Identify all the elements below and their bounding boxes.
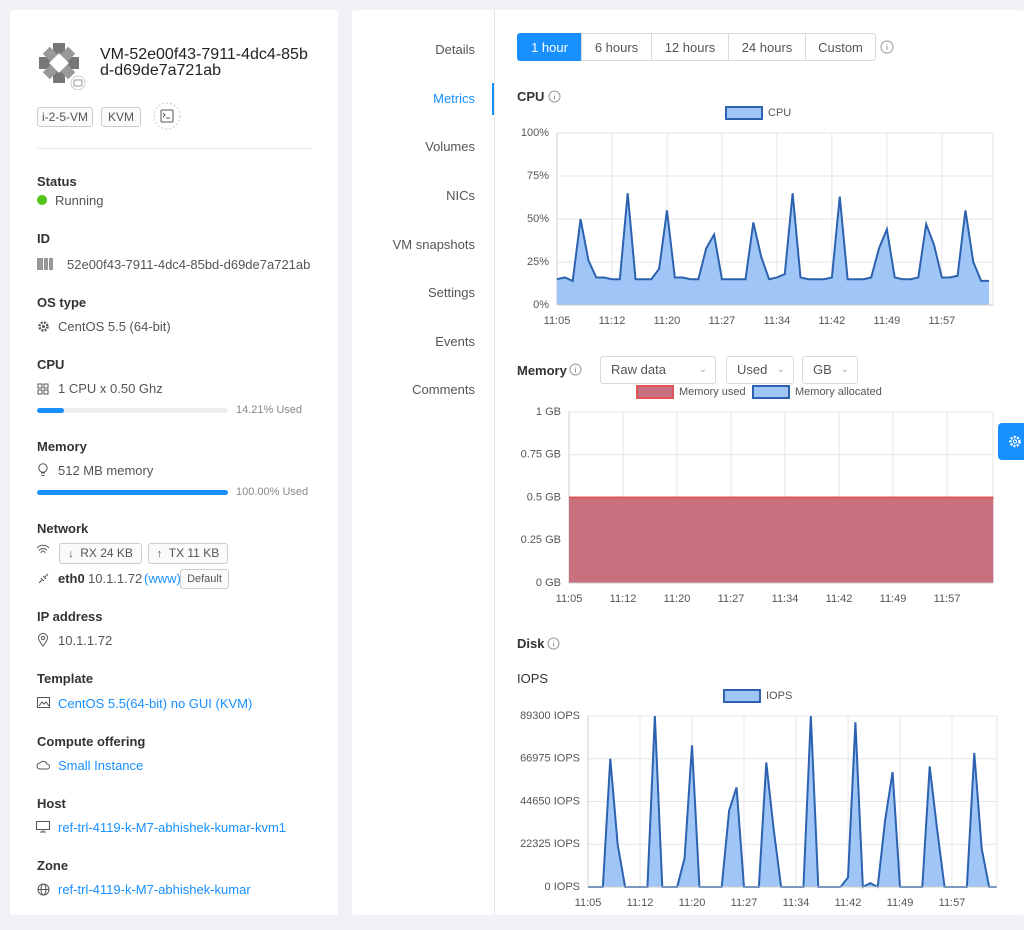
field-label: ID [37,231,50,246]
info-card [10,10,338,915]
vm-name: VM-52e00f43-7911-4dc4-85bd-d69de7a721ab [100,46,308,79]
nic-ip: 10.1.1.72 [88,571,143,586]
chart-subtitle: IOPS [517,671,549,686]
progress-label: 100.00% Used [236,486,309,498]
bulb-icon [38,463,48,476]
field-value: 1 CPU x 0.50 Ghz [58,381,163,396]
progress-bar [37,408,65,413]
field-value: 512 MB memory [58,463,154,478]
field-value: Running [55,193,104,208]
monitor-icon [36,821,50,833]
field-value: 52e00f43-7911-4dc4-85bd-d69de7a721ab [67,257,311,272]
tab[interactable]: Settings [428,285,475,300]
tag: i-2-5-VM [37,107,93,127]
progress-label: 14.21% Used [236,404,303,416]
tab[interactable]: NICs [446,188,475,203]
os-logo [39,43,86,90]
chart-title: Disk [517,636,545,651]
host-link[interactable]: ref-trl-4119-k-M7-abhishek-kumar-kvm1 [58,820,287,835]
field-label: IP address [37,609,103,624]
tab[interactable]: Comments [412,382,475,397]
metric-select[interactable]: Used ⌄ [726,356,794,384]
select-value: GB [813,362,832,377]
zone-link[interactable]: ref-trl-4119-k-M7-abhishek-kumar [58,882,251,897]
nic-name: eth0 [58,571,85,586]
image-icon [37,697,50,708]
tag: KVM [101,107,141,127]
tx-value: TX 11 KB [168,546,220,560]
tab[interactable]: Metrics [433,91,475,106]
progress-track [37,408,228,413]
time-range-button[interactable]: 6 hours [581,33,652,61]
field-label: Status [37,174,77,189]
network-link[interactable]: (www) [144,571,181,586]
rx-value: RX 24 KB [80,546,133,560]
field-label: Compute offering [37,734,146,749]
time-range-button[interactable]: Custom [805,33,876,61]
gear-icon [1009,435,1021,448]
info-icon [548,90,561,103]
console-button[interactable] [152,101,182,131]
field-label: Memory [37,439,87,454]
cloud-icon [36,760,50,770]
progress-bar [37,490,228,495]
info-icon [569,363,582,376]
aggregation-select[interactable]: Raw data ⌄ [600,356,716,384]
default-tag: Default [180,569,229,589]
field-value: CentOS 5.5 (64-bit) [58,319,171,334]
field-label: Template [37,671,94,686]
barcode-icon [37,258,53,270]
info-icon [880,40,894,54]
offering-link[interactable]: Small Instance [58,758,144,773]
active-tab-indicator [492,83,494,115]
cpu-icon [37,383,49,395]
pin-icon [37,633,49,647]
template-link[interactable]: CentOS 5.5(64-bit) no GUI (KVM) [58,696,253,711]
select-value: Used [737,362,768,377]
field-label: Zone [37,858,69,873]
unit-select[interactable]: GB ⌄ [802,356,858,384]
tab[interactable]: Events [435,334,475,349]
chart-title: CPU [517,89,545,104]
tab-list: Details Metrics Volumes NICs VM snapshots Set… [352,0,475,930]
gear-icon [38,321,49,332]
field-value: 10.1.1.72 [58,633,113,648]
progress-track [37,490,228,495]
chart-title: Memory [517,363,567,378]
field-label: OS type [37,295,87,310]
divider [37,148,312,149]
globe-icon [37,883,50,896]
field-label: CPU [37,357,65,372]
select-value: Raw data [611,362,666,377]
field-label: Host [37,796,66,811]
nic-icon [38,573,49,584]
time-range-button[interactable]: 1 hour [517,33,582,61]
tab[interactable]: Details [435,42,475,57]
time-range-button[interactable]: 12 hours [651,33,729,61]
rx-tag: ↓ RX 24 KB [59,543,142,564]
field-label: Network [37,521,89,536]
wifi-icon [36,544,50,554]
status-dot [37,195,47,205]
tab-divider [494,10,495,915]
time-range-button[interactable]: 24 hours [728,33,806,61]
tx-tag: ↑ TX 11 KB [148,543,228,564]
tab[interactable]: Volumes [425,139,475,154]
info-icon [547,637,560,650]
tab[interactable]: VM snapshots [392,237,475,252]
settings-drawer-button[interactable] [998,423,1024,460]
